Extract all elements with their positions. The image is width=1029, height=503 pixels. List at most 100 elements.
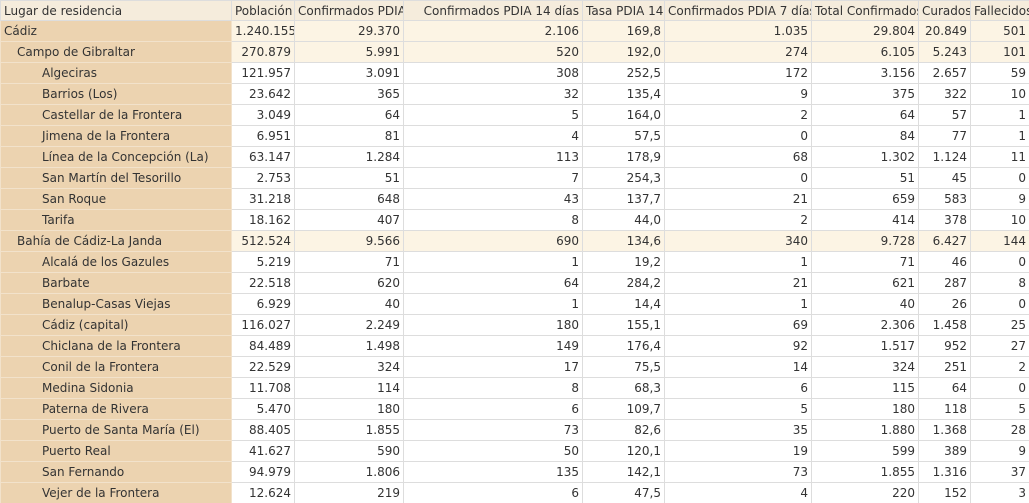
cell: 2.249 [294,314,404,336]
cell: 69 [664,314,812,336]
cell: 1.035 [664,20,812,42]
cell: 6.427 [918,230,971,252]
cell: 4 [664,482,812,503]
cell: 5 [970,398,1029,420]
data-row: Benalup-Casas Viejas 6.929 40 1 14,4 1 40 26 0 [0,293,1029,315]
cell: 71 [294,251,404,273]
cell: 59 [970,62,1029,84]
cell: 172 [664,62,812,84]
cell: 9.728 [811,230,919,252]
row-label: San Roque [0,188,232,210]
cell: 2.753 [231,167,295,189]
row-label: San Martín del Tesorillo [0,167,232,189]
cell: 46 [918,251,971,273]
cell: 5 [664,398,812,420]
column-header: Confirmados PDIA 7 días [664,0,812,21]
cell: 64 [918,377,971,399]
data-row: Paterna de Rivera 5.470 180 6 109,7 5 180 118 5 [0,398,1029,420]
row-label: San Fernando [0,461,232,483]
cell: 270.879 [231,41,295,63]
cell: 121.957 [231,62,295,84]
row-label: Bahía de Cádiz-La Janda [0,230,232,252]
row-label: Castellar de la Frontera [0,104,232,126]
cell: 45 [918,167,971,189]
cell: 6 [664,377,812,399]
cell: 324 [294,356,404,378]
cell: 6 [403,482,583,503]
cell: 2.106 [403,20,583,42]
row-label: Medina Sidonia [0,377,232,399]
cell: 21 [664,188,812,210]
cell: 5.991 [294,41,404,63]
cell: 11.708 [231,377,295,399]
cell: 8 [970,272,1029,294]
cell: 137,7 [582,188,665,210]
cell: 1.855 [811,461,919,483]
cell: 149 [403,335,583,357]
cell: 12.624 [231,482,295,503]
cell: 144 [970,230,1029,252]
cell: 176,4 [582,335,665,357]
cell: 115 [811,377,919,399]
cell: 2 [664,104,812,126]
cell: 0 [664,125,812,147]
cell: 22.529 [231,356,295,378]
cell: 1.316 [918,461,971,483]
cell: 2 [970,356,1029,378]
cell: 57,5 [582,125,665,147]
data-row: Jimena de la Frontera 6.951 81 4 57,5 0 84 77 1 [0,125,1029,147]
cell: 50 [403,440,583,462]
data-row: Alcalá de los Gazules 5.219 71 1 19,2 1 71 46 0 [0,251,1029,273]
cell: 1.517 [811,335,919,357]
cell: 1.240.155 [231,20,295,42]
cell: 40 [294,293,404,315]
column-header: Fallecidos [970,0,1029,21]
cell: 57 [918,104,971,126]
cell: 101 [970,41,1029,63]
cell: 4 [403,125,583,147]
cell: 43 [403,188,583,210]
cell: 25 [970,314,1029,336]
cell: 37 [970,461,1029,483]
cell: 6.951 [231,125,295,147]
cell: 19,2 [582,251,665,273]
data-row: Conil de la Frontera 22.529 324 17 75,5 14 324… [0,356,1029,378]
cell: 220 [811,482,919,503]
cell: 690 [403,230,583,252]
cell: 254,3 [582,167,665,189]
cell: 31.218 [231,188,295,210]
cell: 8 [403,377,583,399]
cell: 1.368 [918,419,971,441]
cell: 407 [294,209,404,231]
row-label: Alcalá de los Gazules [0,251,232,273]
cell: 180 [811,398,919,420]
cell: 29.804 [811,20,919,42]
cell: 590 [294,440,404,462]
cell: 68 [664,146,812,168]
cell: 17 [403,356,583,378]
column-header: Población [231,0,295,21]
cell: 114 [294,377,404,399]
data-row: Vejer de la Frontera 12.624 219 6 47,5 4 220 15… [0,482,1029,503]
cell: 21 [664,272,812,294]
cell: 6.105 [811,41,919,63]
cell: 178,9 [582,146,665,168]
cell: 9 [664,83,812,105]
cell: 7 [403,167,583,189]
cell: 23.642 [231,83,295,105]
cell: 169,8 [582,20,665,42]
cell: 583 [918,188,971,210]
cell: 1 [664,251,812,273]
cell: 14,4 [582,293,665,315]
cell: 1 [970,104,1029,126]
cell: 20.849 [918,20,971,42]
cell: 71 [811,251,919,273]
cell: 5 [403,104,583,126]
cell: 340 [664,230,812,252]
cell: 75,5 [582,356,665,378]
column-header: Confirmados PDIA 14 días [403,0,583,21]
cell: 6.929 [231,293,295,315]
cell: 27 [970,335,1029,357]
cell: 599 [811,440,919,462]
cell: 520 [403,41,583,63]
